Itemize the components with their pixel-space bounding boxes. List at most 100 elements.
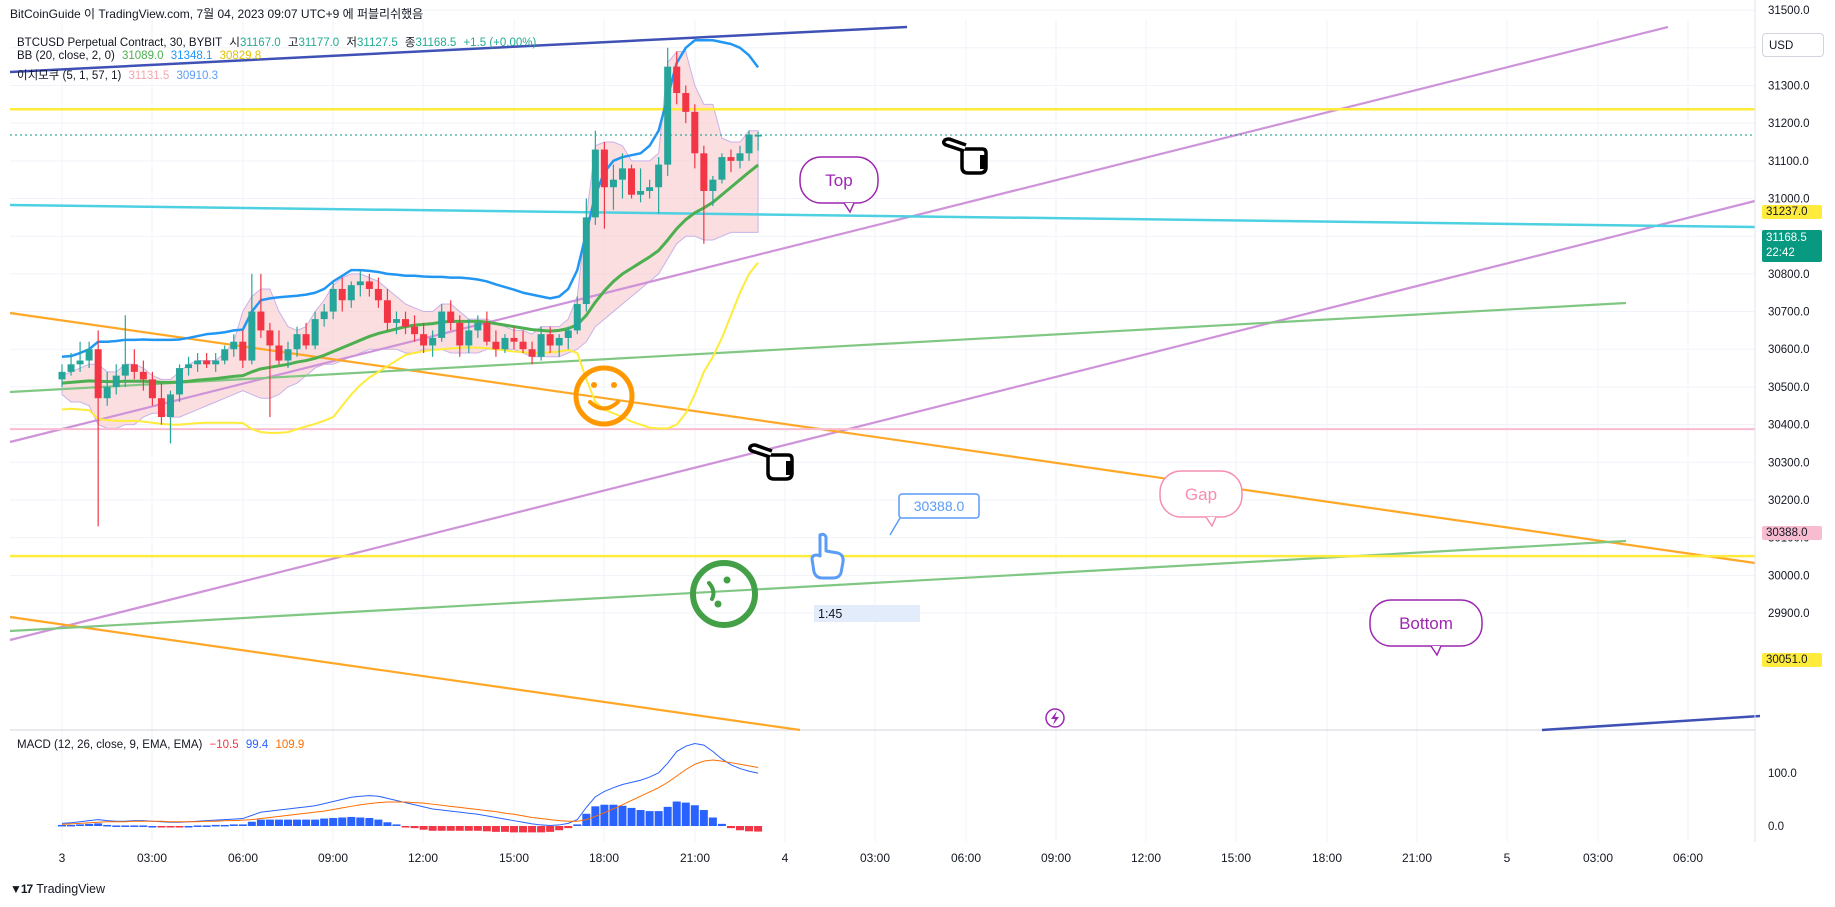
time-label-box-rect bbox=[814, 605, 920, 622]
level-cyan bbox=[9, 203, 1756, 229]
smiley-mouth bbox=[588, 400, 620, 411]
macd-hist-bar-72 bbox=[708, 817, 717, 826]
trend-green-upper bbox=[9, 301, 1627, 394]
macd-hist-bar-37 bbox=[392, 824, 401, 826]
last-price-value: 31168.5 bbox=[1766, 232, 1807, 244]
candle-body-54 bbox=[546, 334, 554, 346]
legend-high-label: 고 bbox=[287, 37, 299, 49]
time-tick-label-14: 18:00 bbox=[1312, 851, 1342, 865]
macd-hist-bar-32 bbox=[347, 816, 356, 826]
pointing-hand-top-icon-finger bbox=[941, 137, 967, 153]
macd-hist-bar-35 bbox=[374, 819, 383, 826]
candle-body-29 bbox=[320, 311, 328, 320]
legend-bb[interactable]: BB (20, close, 2, 0) 31089.0 31348.1 308… bbox=[17, 50, 265, 62]
macd-hist-bar-1 bbox=[67, 824, 76, 827]
legend-open-value: 31167.0 bbox=[239, 37, 281, 49]
tradingview-brand[interactable]: ▼17 TradingView bbox=[10, 882, 105, 896]
pointing-hand-top-icon bbox=[941, 137, 988, 175]
legend-low-value: 31127.5 bbox=[357, 37, 398, 49]
candle-body-37 bbox=[392, 319, 400, 323]
candle-body-21 bbox=[248, 311, 256, 361]
candle-body-47 bbox=[483, 322, 491, 342]
tradingview-logo-icon: ▼17 bbox=[10, 882, 33, 896]
macd-hist-bar-73 bbox=[717, 823, 726, 826]
legend-bb-basis: 31089.0 bbox=[122, 50, 164, 62]
currency-selector[interactable]: USD bbox=[1762, 33, 1824, 57]
candle-body-8 bbox=[130, 364, 138, 372]
macd-hist-bar-45 bbox=[464, 826, 473, 831]
candle-body-23 bbox=[266, 330, 274, 346]
legend-macd-line: 99.4 bbox=[245, 739, 269, 751]
candle-body-31 bbox=[338, 288, 346, 301]
candle-body-70 bbox=[691, 111, 699, 154]
legend-bb-label: BB (20, close, 2, 0) bbox=[17, 50, 115, 62]
macd-hist-bar-46 bbox=[473, 826, 482, 831]
candle-body-27 bbox=[302, 334, 310, 346]
price-tag-level-low: 30051.0 bbox=[1762, 653, 1822, 667]
callout-top-box bbox=[799, 156, 879, 204]
annotations[interactable]: Top Gap Bottom 30388.0 1:45 bbox=[573, 137, 1483, 728]
price-tag-level-high: 31237.0 bbox=[1762, 205, 1822, 219]
macd-hist-bar-10 bbox=[148, 826, 157, 828]
callout-top-text: Top bbox=[825, 171, 852, 190]
macd-hist-bar-34 bbox=[365, 818, 374, 826]
callout-gap: Gap bbox=[1159, 470, 1243, 528]
price-tick-label-4: 30300.0 bbox=[1768, 457, 1810, 469]
candle-body-2 bbox=[76, 360, 84, 365]
candle-body-75 bbox=[736, 153, 744, 161]
time-tick-label-0: 3 bbox=[59, 851, 66, 865]
macd-hist-bar-61 bbox=[609, 804, 618, 826]
time-tick-label-1: 03:00 bbox=[137, 851, 167, 865]
price-label-box-rect bbox=[898, 493, 980, 519]
macd-hist-bar-77 bbox=[754, 826, 763, 832]
lightning-event-icon bbox=[1045, 708, 1065, 728]
legend-ichimoku-label: 이치모쿠 (5, 1, 57, 1) bbox=[17, 70, 122, 82]
macd-hist-bar-33 bbox=[356, 817, 365, 826]
callout-gap-tail bbox=[1205, 516, 1217, 528]
legend-macd[interactable]: MACD (12, 26, close, 9, EMA, EMA) −10.5 … bbox=[17, 739, 308, 751]
legend-main-series[interactable]: BTCUSD Perpetual Contract, 30, BYBIT 시31… bbox=[17, 34, 540, 50]
macd-hist-bar-57 bbox=[573, 824, 582, 826]
candle-body-56 bbox=[564, 330, 572, 338]
macd-hist-bar-56 bbox=[564, 826, 573, 829]
time-tick-label-16: 5 bbox=[1504, 851, 1511, 865]
macd-hist-bar-18 bbox=[220, 824, 229, 827]
candlesticks bbox=[58, 47, 762, 527]
callout-gap-box bbox=[1159, 470, 1243, 518]
time-tick-label-8: 4 bbox=[782, 851, 789, 865]
trend-lines[interactable] bbox=[9, 25, 1761, 732]
macd-line bbox=[61, 743, 759, 826]
trend-orange-lower bbox=[9, 615, 801, 732]
macd-hist-bar-27 bbox=[302, 819, 311, 826]
trend-purple-lower bbox=[9, 199, 1756, 642]
candle-body-14 bbox=[185, 364, 193, 369]
macd-hist-bar-19 bbox=[229, 824, 238, 826]
candle-body-40 bbox=[420, 334, 428, 346]
candle-body-4 bbox=[94, 349, 102, 399]
candle-body-67 bbox=[664, 66, 672, 165]
candle-body-69 bbox=[682, 93, 690, 112]
macd-hist-bar-67 bbox=[663, 806, 672, 826]
macd-hist-bar-43 bbox=[446, 826, 455, 831]
candle-body-43 bbox=[447, 311, 455, 323]
time-label-box-text: 1:45 bbox=[818, 607, 842, 621]
candle-body-6 bbox=[112, 375, 120, 387]
pointing-hand-mid-icon-cuff bbox=[786, 461, 793, 475]
macd-hist-bar-24 bbox=[274, 819, 283, 826]
candle-body-10 bbox=[148, 379, 156, 399]
callout-bottom: Bottom bbox=[1369, 599, 1483, 657]
candle-body-53 bbox=[537, 334, 545, 357]
time-tick-label-2: 06:00 bbox=[228, 851, 258, 865]
legend-ichimoku[interactable]: 이치모쿠 (5, 1, 57, 1) 31131.5 30910.3 bbox=[17, 67, 222, 83]
candle-body-57 bbox=[573, 304, 581, 331]
macd-hist-bar-17 bbox=[211, 824, 220, 827]
candle-body-49 bbox=[501, 337, 509, 350]
candle-body-42 bbox=[438, 311, 446, 338]
candle-body-25 bbox=[284, 349, 292, 361]
price-label-box-text: 30388.0 bbox=[914, 498, 965, 514]
macd-hist-bar-55 bbox=[555, 826, 564, 831]
candle-body-45 bbox=[465, 330, 473, 346]
price-tick-label-0: 29900.0 bbox=[1768, 608, 1810, 620]
time-tick-label-3: 09:00 bbox=[318, 851, 348, 865]
